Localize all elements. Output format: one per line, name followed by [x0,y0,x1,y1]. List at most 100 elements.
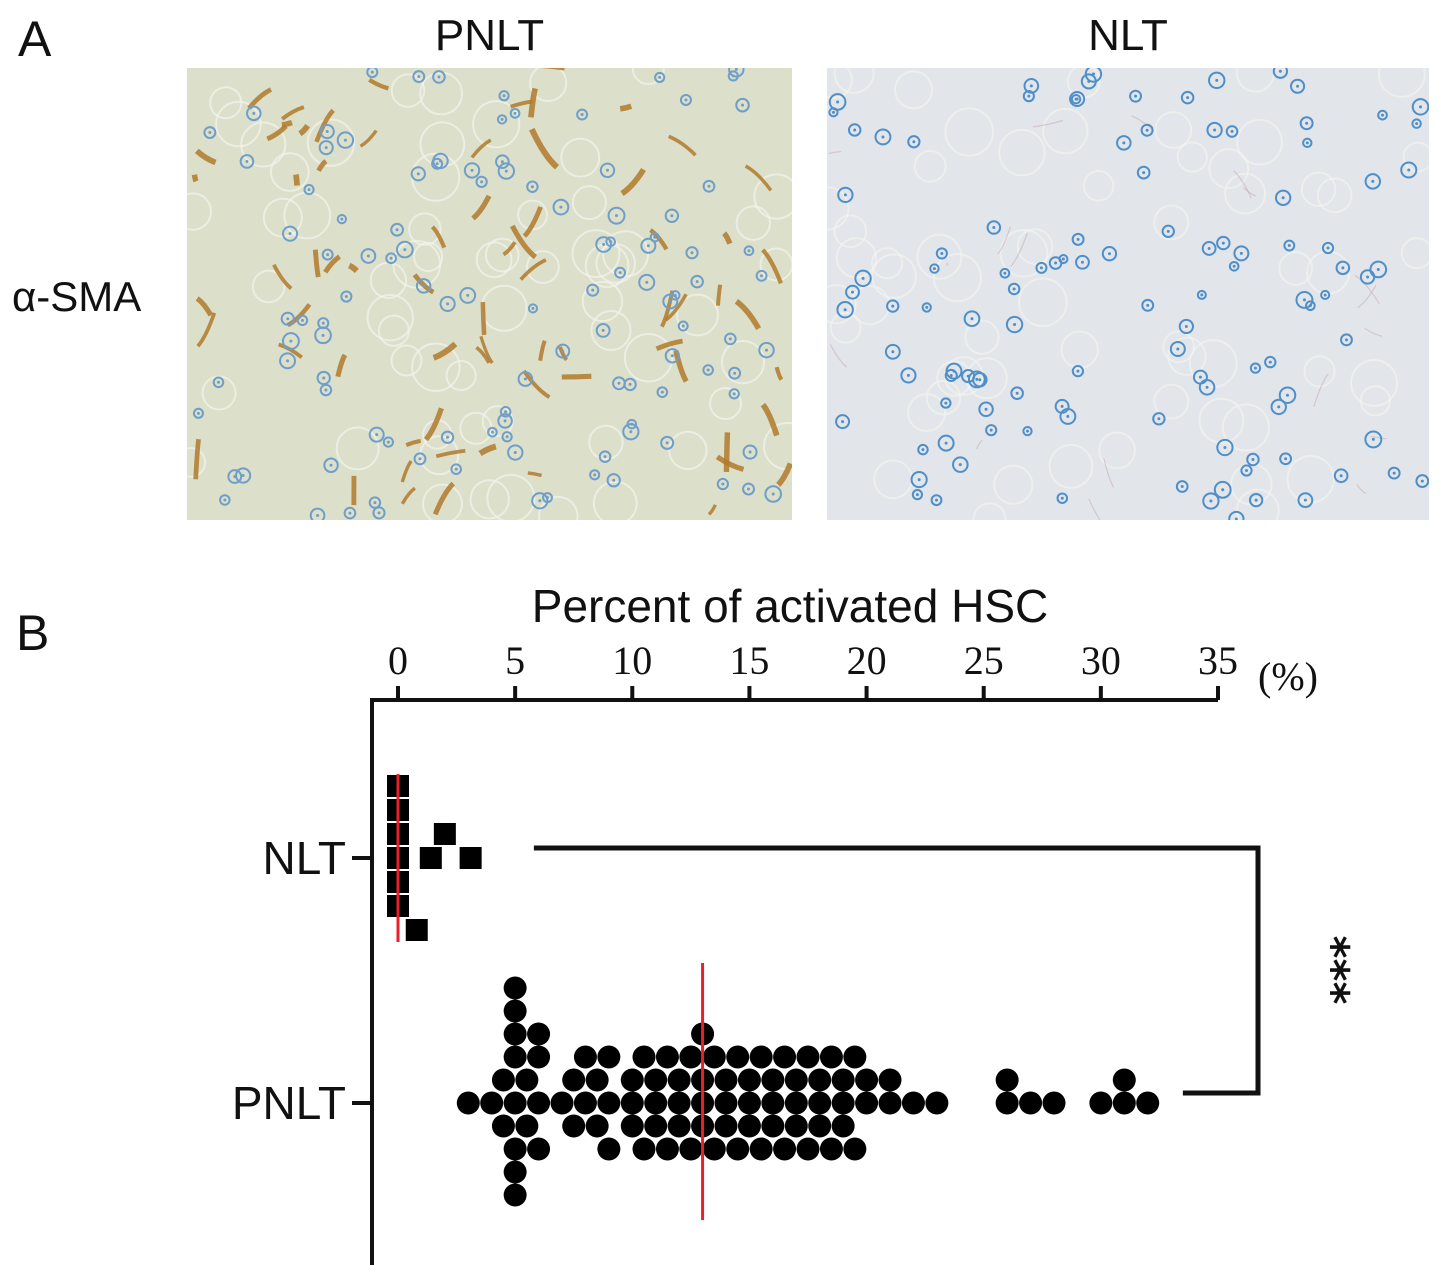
cell-outline [753,173,792,220]
pnlt-data-point [527,1045,551,1069]
nucleus [598,450,612,463]
cell-outline [390,344,423,377]
nucleus [1274,189,1292,206]
nucleus [1213,480,1232,499]
nucleolus [940,251,944,255]
cell-outline [833,68,875,94]
x-tick-label: 15 [729,638,769,683]
pnlt-data-point [702,1045,726,1069]
nucleus [1278,386,1297,404]
micrograph-pnlt [187,68,792,520]
nucleolus [1186,96,1190,100]
nucleus [1364,173,1382,190]
cell-outline [1167,336,1207,377]
stained-fibre [335,353,348,378]
stained-fibre [368,77,389,91]
cell-outline [1018,277,1068,328]
nucleus [1302,137,1313,149]
nucleus [595,322,611,338]
nucleus [496,114,508,125]
nucleolus [446,435,450,439]
nucleolus [1381,113,1385,117]
nucleus [527,303,539,314]
nucleolus [559,205,563,209]
nucleus [1192,369,1208,385]
nucleus [499,406,512,418]
nucleus [555,343,571,359]
pnlt-data-point [655,1137,679,1161]
stained-fibre [538,339,547,362]
nucleolus [1061,257,1065,261]
nucleus [656,386,669,398]
nucleolus [944,441,948,445]
nucleolus [665,441,669,445]
nucleus [1129,89,1143,103]
stained-fibre [997,226,1011,255]
pnlt-data-point [667,1068,691,1092]
nucleolus [646,244,650,248]
stained-fibre [620,168,646,196]
nucleus [382,436,394,448]
nucleolus [1027,94,1031,98]
cell-outline [913,149,947,183]
nucleus [1175,480,1189,493]
stained-fibre [193,438,201,480]
pnlt-data-point [620,1091,644,1115]
pnlt-data-point [737,1091,761,1115]
nucleolus [681,324,685,328]
pnlt-data-point [878,1091,902,1115]
stained-fibre [247,87,273,110]
nucleolus [992,226,996,230]
nucleolus [591,288,595,292]
nucleus [336,213,348,225]
cell-outline [1198,397,1245,444]
cell-outline [283,191,332,240]
nucleus [366,68,379,79]
nucleus [1022,425,1033,437]
nucleus [1116,135,1132,151]
nucleolus [1145,128,1149,132]
pnlt-data-point [843,1137,867,1161]
nucleolus [629,430,633,434]
nucleus [742,444,758,460]
pnlt-data-point [831,1091,855,1115]
nucleus [1101,246,1118,262]
nucleolus [288,232,292,236]
cell-outline [422,483,463,520]
nucleolus [321,321,325,325]
pnlt-data-point [819,1137,843,1161]
cell-outline [1224,172,1267,215]
nucleus [1069,90,1086,108]
pnlt-data-point [503,1183,527,1207]
nucleus [660,435,675,450]
stained-fibre [266,124,288,142]
cell-outline [1221,403,1271,452]
nucleolus [731,74,735,78]
nucleus [1048,256,1063,270]
stained-fibre [479,335,494,364]
stained-fibre [776,462,792,487]
pnlt-data-point [503,1160,527,1184]
pnlt-data-point [995,1068,1019,1092]
nucleus [318,140,334,156]
nucleus [764,485,782,503]
cell-outline [1300,171,1337,207]
pnlt-data-point [773,1137,797,1161]
nucleus [1415,474,1429,488]
cell-outline [1162,330,1195,364]
nucleolus [741,103,745,107]
nucleus [985,424,998,437]
cell-outline [1016,228,1054,265]
nucleolus [1146,303,1150,307]
column-title-nlt: NLT [1088,11,1168,60]
cell-outline [571,229,621,278]
nucleus [192,407,204,419]
nucleus [360,248,377,264]
nucleus [1005,315,1024,334]
pnlt-data-point [573,1091,597,1115]
nlt-data-point [459,847,482,869]
nucleolus [915,493,919,497]
nucleolus [1122,141,1126,145]
nucleolus [1287,244,1291,248]
